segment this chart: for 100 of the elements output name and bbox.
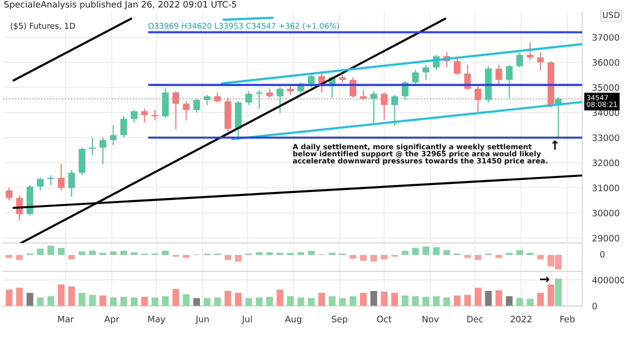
bar [495,290,502,306]
text: SpecialeAnalysis published Jan 26, 2022 09:01 UTC-5 [4,0,236,10]
bar [214,297,221,306]
bar [110,251,117,256]
bar [256,297,263,306]
candlestick [130,109,138,124]
bar [537,255,544,260]
bar [506,252,513,256]
candlestick [182,100,190,121]
y-tick-label: 0 [592,302,597,310]
bar [412,248,419,256]
bar [474,288,482,306]
candlestick [245,90,252,106]
candlestick [276,86,284,114]
bar [182,294,190,306]
bar [432,247,440,256]
bar [100,252,106,256]
x-tick-label: Apr [104,316,120,324]
bar [100,295,106,306]
candlestick [308,74,315,88]
candlestick [422,64,430,80]
bar [422,296,430,306]
candlestick [78,147,86,176]
bar [152,297,158,306]
x-tick-label: Feb [560,316,575,322]
x-tick-label: Dec [467,316,483,322]
bar [89,294,96,306]
bar [182,255,190,258]
bar [6,255,12,258]
bar [339,298,346,306]
y-tick-label: 29000 [592,234,620,242]
bar [297,252,304,256]
candlestick [110,124,117,146]
bar [16,255,23,260]
bar [276,252,284,256]
bar [58,284,65,306]
bar [360,255,367,261]
y-tick-label: 32000 [592,160,620,166]
bar [412,296,419,306]
bar [36,297,44,306]
bar [193,298,200,306]
bar [555,278,562,306]
bar [68,286,75,306]
bar [474,255,482,260]
candlestick [506,64,513,99]
x-tick-label: May [148,316,166,324]
bar [422,246,430,256]
bar [443,250,450,256]
y-tick-label: 35000 [592,84,620,91]
bar [58,248,65,256]
bar [370,290,378,306]
bar [172,288,180,306]
bar [516,298,524,306]
bar [328,252,336,256]
y-tick-label: 31000 [592,184,620,192]
bar [318,292,326,306]
candlestick [391,94,398,126]
bar [328,296,336,306]
bar [308,298,315,306]
bar [256,252,263,256]
bar [287,296,294,306]
y-tick-label: 37000 [592,34,620,41]
bar [276,290,284,306]
bar [16,288,23,306]
candlestick [204,94,210,106]
x-tick-label: Oct [377,316,392,322]
candlestick [100,137,106,165]
bar [234,292,242,306]
bar [162,296,169,306]
bar [266,296,273,306]
candlestick [495,64,502,86]
y-tick-label: 33000 [592,134,620,142]
bar [380,255,388,260]
bar [120,250,128,256]
x-tick-label: Jul [242,316,252,324]
bar [297,297,304,306]
y-tick-label: 36000 [592,59,620,66]
candlestick [516,52,524,68]
bar [78,292,86,306]
candlestick [526,42,534,60]
bar [526,298,534,306]
candlestick [474,84,482,114]
bar [36,248,44,256]
bar [360,292,367,306]
candlestick [370,90,378,124]
bar [464,294,471,306]
candlestick [360,89,367,101]
candlestick [58,163,65,191]
bar [308,250,315,256]
bar [266,252,273,256]
candlestick [152,109,158,121]
bar [391,292,398,306]
bar [120,296,128,306]
x-tick-label: 2022 [510,316,532,322]
x-tick-label: Nov [422,316,439,322]
candlestick [214,92,221,104]
bar [130,297,138,306]
bar [370,255,378,262]
candlestick [287,84,294,96]
bar [402,250,408,256]
